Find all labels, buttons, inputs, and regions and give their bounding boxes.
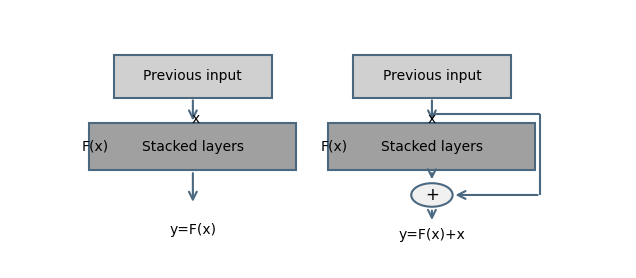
Bar (353, 55, 511, 98)
Text: y=F(x): y=F(x) (169, 223, 216, 237)
Text: Stacked layers: Stacked layers (381, 140, 483, 154)
Text: Stacked layers: Stacked layers (142, 140, 244, 154)
Text: Previous input: Previous input (144, 69, 242, 83)
Text: x: x (428, 112, 436, 126)
Bar (328, 123, 536, 170)
Text: y=F(x)+x: y=F(x)+x (399, 228, 466, 242)
Text: F(x): F(x) (321, 140, 348, 154)
Text: Previous input: Previous input (382, 69, 481, 83)
Text: +: + (425, 186, 439, 204)
Ellipse shape (411, 183, 453, 207)
Text: F(x): F(x) (82, 140, 109, 154)
Bar (89, 123, 296, 170)
Bar (114, 55, 272, 98)
Text: x: x (191, 112, 200, 126)
